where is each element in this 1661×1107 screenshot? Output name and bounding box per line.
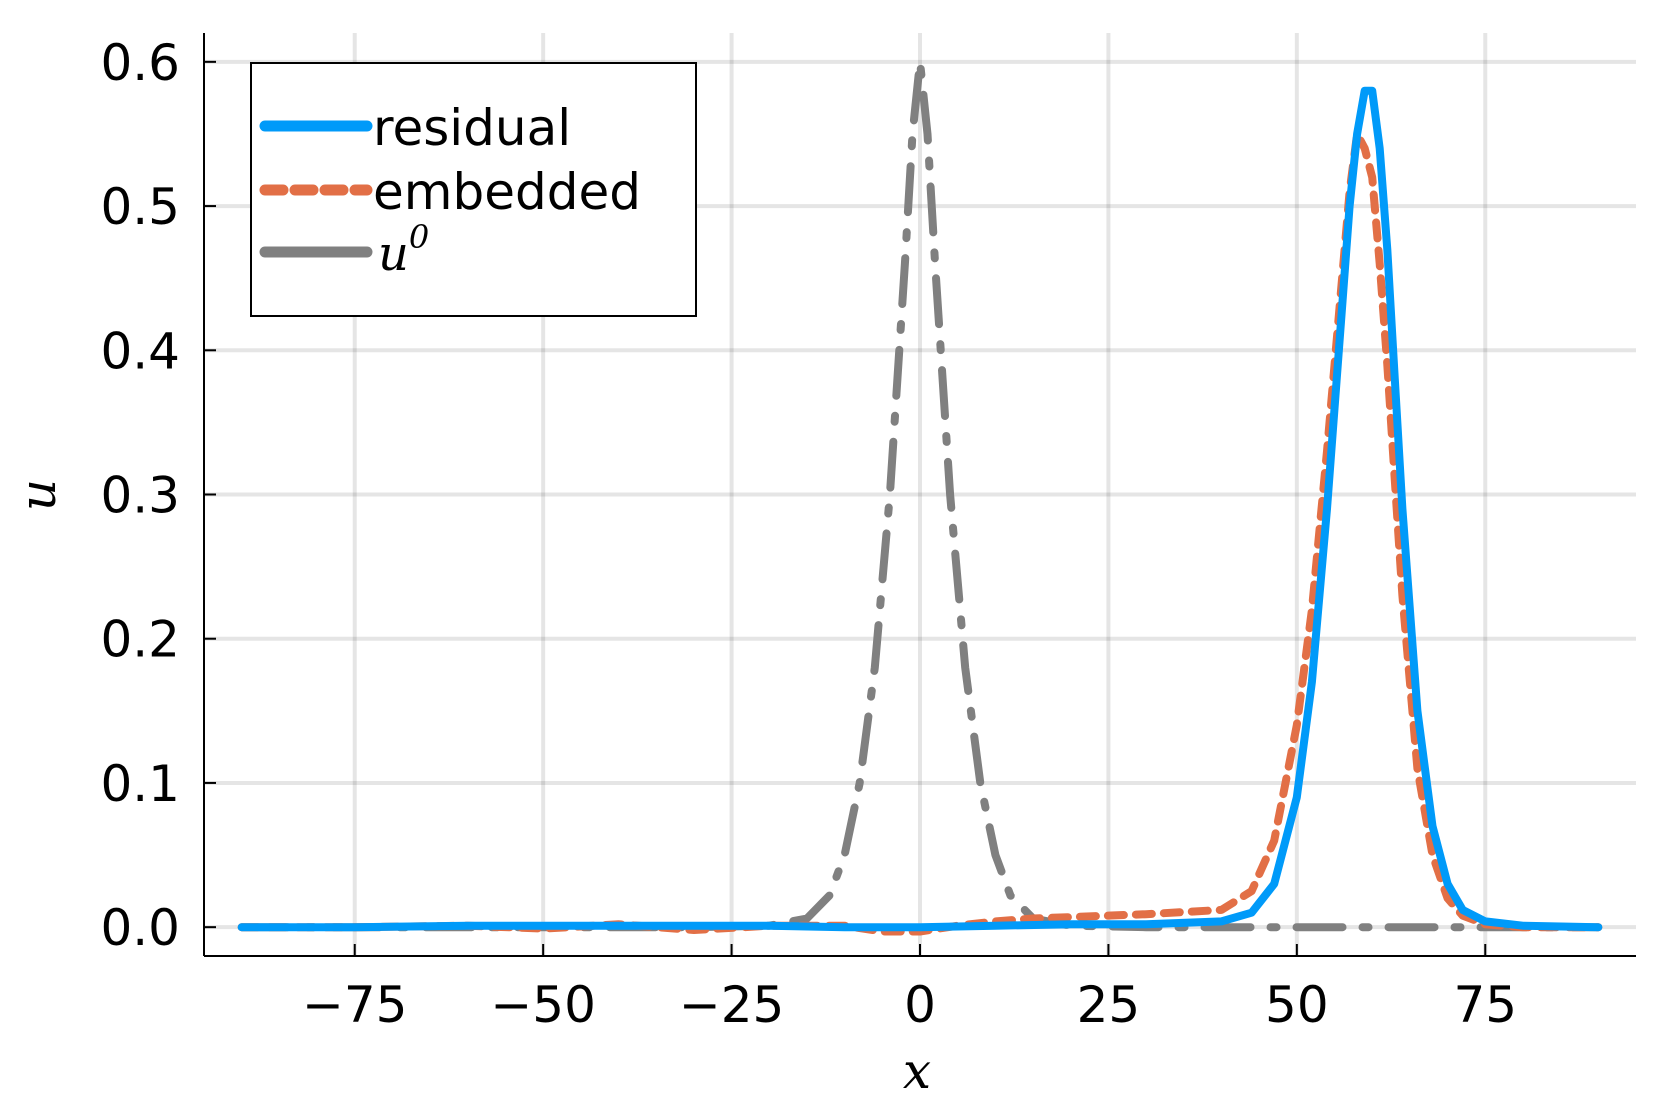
y-tick-labels: 0.0 0.1 0.2 0.3 0.4 0.5 0.6 (100, 34, 180, 957)
x-tick-label-1: −50 (490, 976, 596, 1034)
series-line-0 (237, 86, 1603, 932)
y-tick-label-2: 0.2 (100, 611, 180, 669)
x-tick-label-0: −75 (302, 976, 408, 1034)
grid-lines (204, 33, 1636, 956)
series-layer (237, 57, 1603, 936)
legend-label-u0-base: u (378, 226, 409, 282)
y-tick-label-5: 0.5 (100, 178, 180, 236)
y-tick-label-6: 0.6 (100, 34, 180, 92)
legend-label-residual: residual (373, 99, 571, 157)
x-axis-label: x (903, 1042, 931, 1100)
x-tick-label-2: −25 (679, 976, 785, 1034)
legend-label-u0: u0 (378, 218, 429, 282)
x-tick-labels: −75 −50 −25 0 25 50 75 (302, 976, 1517, 1034)
x-tick-label-5: 50 (1265, 976, 1329, 1034)
legend-label-u0-sup: 0 (409, 218, 429, 256)
legend: residual embedded u0 (250, 62, 697, 317)
axes-frame (203, 33, 1636, 957)
y-tick-label-4: 0.4 (100, 322, 180, 380)
x-tick-label-6: 75 (1453, 976, 1517, 1034)
y-tick-label-0: 0.0 (100, 899, 180, 957)
x-tick-label-3: 0 (904, 976, 936, 1034)
y-tick-label-1: 0.1 (100, 755, 180, 813)
legend-label-embedded: embedded (373, 163, 641, 221)
y-tick-label-3: 0.3 (100, 467, 180, 525)
y-axis-label: u (9, 479, 67, 511)
x-tick-label-4: 25 (1077, 976, 1141, 1034)
